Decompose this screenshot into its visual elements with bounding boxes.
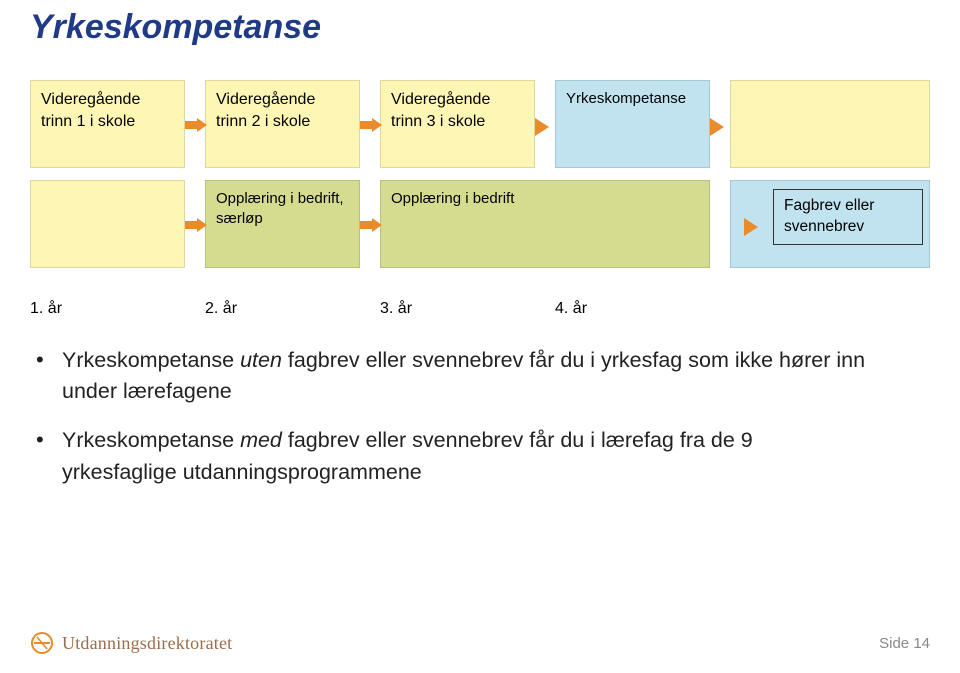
- slide-title: Yrkeskompetanse: [30, 8, 321, 47]
- fagbrev-box: Fagbrev eller svennebrev: [773, 189, 923, 245]
- cell-vg2: Videregående trinn 2 i skole: [205, 80, 360, 168]
- cell-vg3: Videregående trinn 3 i skole: [380, 80, 535, 168]
- year-row: 1. år 2. år 3. år 4. år: [30, 300, 930, 326]
- conn-r1-to-blank: [710, 118, 724, 136]
- cell-vg1: Videregående trinn 1 i skole: [30, 80, 185, 168]
- conn-r2-to-fag: [744, 218, 758, 236]
- footer: Utdanningsdirektoratet Side 14: [30, 631, 930, 655]
- org-logo: Utdanningsdirektoratet: [30, 631, 232, 655]
- bullet-2-a: Yrkeskompetanse: [62, 428, 240, 452]
- conn-r1-3: [535, 118, 549, 136]
- org-name: Utdanningsdirektoratet: [62, 633, 232, 654]
- year-4: 4. år: [555, 300, 587, 318]
- year-2: 2. år: [205, 300, 237, 318]
- conn-r2-2: [360, 218, 382, 232]
- bullet-1-em: uten: [240, 348, 282, 372]
- bullet-list: Yrkeskompetanse uten fagbrev eller svenn…: [36, 345, 866, 506]
- cell-row2-outcome: Fagbrev eller svennebrev: [730, 180, 930, 268]
- conn-r1-2: [360, 118, 382, 132]
- bullet-2: Yrkeskompetanse med fagbrev eller svenne…: [36, 425, 866, 487]
- cell-yrkeskompetanse: Yrkeskompetanse: [555, 80, 710, 168]
- logo-icon: [30, 631, 54, 655]
- cell-row2-c1-blank: [30, 180, 185, 268]
- cell-opplaering-bedrift: Opplæring i bedrift: [380, 180, 710, 268]
- page-number: Side 14: [879, 635, 930, 652]
- year-3: 3. år: [380, 300, 412, 318]
- cell-saerlop: Opplæring i bedrift, særløp: [205, 180, 360, 268]
- bullet-1: Yrkeskompetanse uten fagbrev eller svenn…: [36, 345, 866, 407]
- cell-row1-blank: [730, 80, 930, 168]
- conn-r1-1: [185, 118, 207, 132]
- year-1: 1. år: [30, 300, 62, 318]
- conn-r2-1: [185, 218, 207, 232]
- bullet-1-a: Yrkeskompetanse: [62, 348, 240, 372]
- bullet-2-em: med: [240, 428, 282, 452]
